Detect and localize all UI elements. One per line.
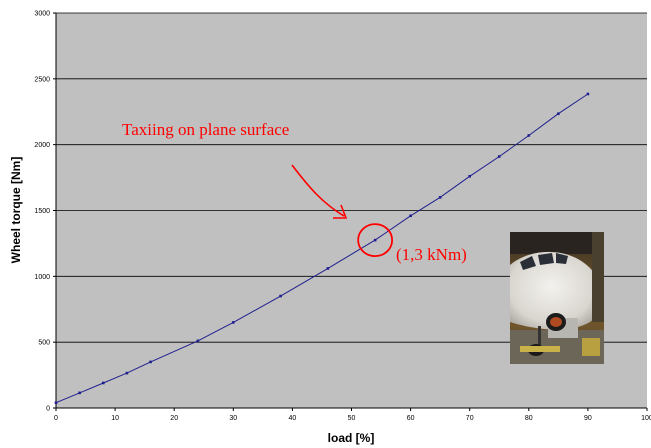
annotation-value-label: (1,3 kNm) (396, 245, 467, 264)
data-point (101, 381, 105, 385)
x-tick-label: 20 (170, 415, 178, 422)
data-point (279, 294, 282, 298)
x-tick-label: 30 (229, 415, 237, 422)
data-point (586, 92, 590, 96)
y-tick-label: 500 (38, 340, 50, 347)
annotation-arrow (291, 164, 345, 217)
grid-lines (56, 12, 647, 343)
annotation-highlight-circle (357, 223, 394, 258)
y-axis-title: Wheel torque [Nm] (9, 157, 23, 264)
x-tick-label: 100 (641, 415, 651, 422)
data-point (125, 371, 129, 375)
x-tick-label: 0 (54, 415, 58, 422)
data-point (196, 339, 200, 343)
series-group (54, 92, 590, 405)
y-tick-label: 0 (46, 406, 50, 413)
data-point (54, 401, 58, 405)
data-point (78, 391, 81, 395)
y-tick-label: 1000 (34, 274, 50, 281)
data-point (373, 238, 377, 242)
x-tick-label: 50 (348, 415, 356, 422)
y-tick-label: 2000 (34, 142, 50, 149)
data-point (468, 174, 471, 178)
x-axis-title: load [%] (328, 431, 375, 445)
x-tick-label: 60 (407, 415, 415, 422)
data-point (409, 214, 412, 218)
x-tick-label: 90 (584, 415, 592, 422)
data-point (149, 360, 152, 364)
x-tick-label: 70 (466, 415, 474, 422)
data-point (232, 321, 235, 324)
data-point (497, 155, 501, 158)
data-point (557, 112, 560, 116)
airplane-nose-photo (510, 232, 604, 364)
data-point (326, 267, 330, 270)
annotation-caption: Taxiing on plane surface (122, 120, 289, 139)
x-tick-label: 40 (289, 415, 297, 422)
x-tick-label: 10 (111, 415, 119, 422)
data-point (438, 196, 442, 199)
y-tick-labels: 0 500 1000 1500 2000 2500 3000 (34, 11, 56, 413)
x-tick-labels: 0 10 20 30 40 50 60 70 80 90 100 (54, 408, 651, 422)
annotation-arrowhead (333, 204, 348, 219)
y-tick-label: 2500 (34, 76, 50, 83)
x-tick-label: 80 (525, 415, 533, 422)
annotation-group: Taxiing on plane surface (1,3 kNm) (122, 120, 467, 264)
y-tick-label: 1500 (34, 208, 50, 215)
data-point (527, 134, 531, 137)
y-tick-label: 3000 (34, 11, 50, 18)
